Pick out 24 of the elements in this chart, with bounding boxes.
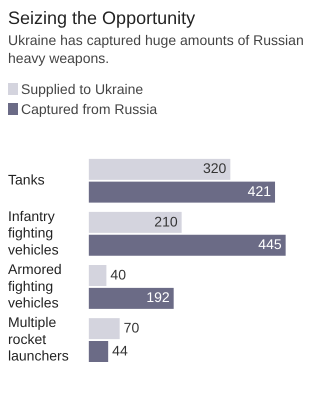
- data-label: 421: [248, 183, 272, 200]
- data-label: 445: [258, 236, 282, 252]
- bar: [88, 340, 108, 362]
- bar: [88, 212, 182, 233]
- data-label: 44: [112, 342, 128, 358]
- data-label: 70: [124, 319, 140, 336]
- bar: [88, 318, 120, 340]
- bar: [88, 182, 276, 203]
- bar: [88, 158, 230, 180]
- y-tick-label: Multiple rocket launchers: [8, 314, 69, 364]
- chart-subtitle: Ukraine has captured huge amounts of Russian heavy weapons.: [8, 31, 305, 67]
- data-label: 40: [110, 266, 126, 282]
- y-tick-label: Tanks: [8, 172, 45, 188]
- chart-title: Seizing the Opportunity: [8, 8, 196, 29]
- data-label: 192: [146, 289, 170, 306]
- y-tick-label: Armored fighting vehicles: [8, 261, 62, 311]
- data-label: 320: [202, 160, 227, 176]
- bar: [88, 234, 286, 256]
- data-label: 210: [154, 213, 178, 230]
- legend-label: Supplied to Ukraine: [21, 80, 144, 99]
- bar: [88, 288, 174, 309]
- bar: [88, 265, 106, 286]
- y-tick-label: Infantry fighting vehicles: [8, 208, 59, 258]
- legend-label: Captured from Russia: [21, 100, 158, 119]
